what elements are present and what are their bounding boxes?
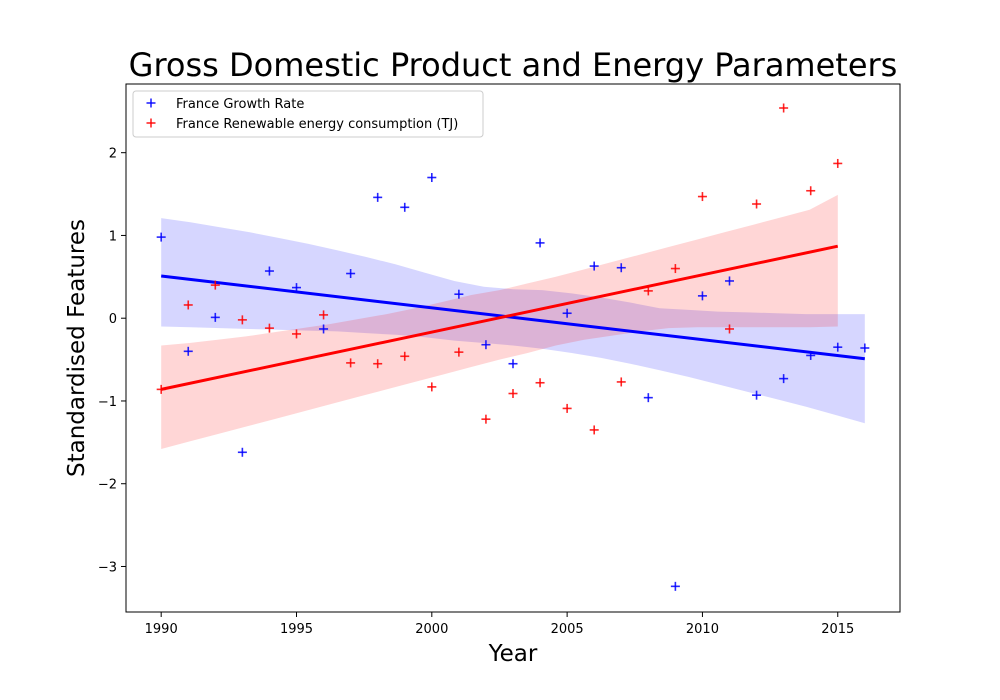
data-point-france-growth-rate (589, 261, 599, 271)
x-tick-label: 1995 (280, 622, 313, 637)
y-axis: −3 −2 −1 0 1 2 (98, 147, 126, 575)
data-point-france-growth-rate (860, 343, 870, 353)
data-point-france-growth-rate (373, 192, 383, 202)
y-tick-label: −3 (98, 560, 117, 575)
data-point-france-growth-rate (427, 173, 437, 183)
data-point-france-growth-rate (752, 390, 762, 400)
data-point-france-renewable-energy-consumption-tj (670, 264, 680, 274)
data-point-france-growth-rate (481, 340, 491, 350)
data-point-france-renewable-energy-consumption-tj (373, 359, 383, 369)
data-point-france-growth-rate (779, 374, 789, 384)
data-point-france-renewable-energy-consumption-tj (643, 286, 653, 296)
data-point-france-renewable-energy-consumption-tj (616, 377, 626, 387)
data-point-france-renewable-energy-consumption-tj (725, 324, 735, 334)
data-point-france-renewable-energy-consumption-tj (535, 378, 545, 388)
x-tick-label: 2000 (415, 622, 448, 637)
data-point-france-renewable-energy-consumption-tj (264, 323, 274, 333)
data-point-france-growth-rate (400, 202, 410, 212)
data-point-france-growth-rate (346, 269, 356, 279)
data-point-france-growth-rate (291, 283, 301, 293)
y-tick-label: −1 (98, 395, 117, 410)
legend-marker-france-renewable-energy-consumption-tj (146, 118, 156, 128)
data-point-france-growth-rate (210, 312, 220, 322)
data-point-france-renewable-energy-consumption-tj (319, 310, 329, 320)
data-point-france-growth-rate (562, 308, 572, 318)
data-point-france-growth-rate (535, 238, 545, 248)
data-point-france-growth-rate (670, 581, 680, 591)
x-tick-label: 2010 (686, 622, 719, 637)
data-point-france-growth-rate (806, 350, 816, 360)
legend-marker-france-growth-rate (146, 98, 156, 108)
data-point-france-growth-rate (319, 324, 329, 334)
data-point-france-renewable-energy-consumption-tj (210, 280, 220, 290)
legend-box (132, 90, 484, 138)
x-axis: 1990 1995 2000 2005 2010 2015 (145, 612, 854, 637)
data-point-france-renewable-energy-consumption-tj (508, 389, 518, 399)
x-tick-label: 1990 (145, 622, 178, 637)
data-point-france-growth-rate (697, 291, 707, 301)
data-point-france-renewable-energy-consumption-tj (779, 103, 789, 113)
data-point-france-renewable-energy-consumption-tj (481, 414, 491, 424)
data-point-france-growth-rate (508, 359, 518, 369)
y-tick-label: 1 (109, 229, 117, 244)
regression-line-france-renewable-energy-consumption-tj (160, 244, 839, 391)
data-point-france-renewable-energy-consumption-tj (291, 329, 301, 339)
data-point-france-renewable-energy-consumption-tj (346, 358, 356, 368)
data-point-france-renewable-energy-consumption-tj (752, 199, 762, 209)
x-tick-label: 2015 (821, 622, 854, 637)
data-point-france-renewable-energy-consumption-tj (400, 351, 410, 361)
data-point-france-growth-rate (156, 232, 166, 242)
y-tick-label: 2 (109, 147, 117, 162)
plot-frame (125, 83, 901, 613)
data-point-france-growth-rate (833, 342, 843, 352)
confidence-band-france-renewable-energy-consumption-tj (161, 194, 838, 449)
data-point-france-renewable-energy-consumption-tj (833, 158, 843, 168)
data-point-france-growth-rate (183, 346, 193, 356)
legend-label-france-growth-rate: France Growth Rate (176, 97, 304, 112)
legend: France Growth Rate France Renewable energ… (132, 90, 484, 138)
data-point-france-growth-rate (725, 276, 735, 286)
y-tick-label: 0 (109, 312, 117, 327)
x-tick-label: 2005 (551, 622, 584, 637)
data-point-france-growth-rate (454, 289, 464, 299)
data-point-france-renewable-energy-consumption-tj (156, 384, 166, 394)
data-point-france-growth-rate (237, 447, 247, 457)
confidence-band-france-growth-rate (161, 218, 865, 424)
data-point-france-growth-rate (264, 266, 274, 276)
y-tick-label: −2 (98, 478, 117, 493)
regression-line-france-growth-rate (161, 274, 865, 361)
y-axis-title: Standardised Features (64, 219, 90, 477)
data-point-france-renewable-energy-consumption-tj (427, 382, 437, 392)
legend-label-france-renewable-energy-consumption-tj: France Renewable energy consumption (TJ) (176, 117, 458, 132)
data-point-france-renewable-energy-consumption-tj (589, 425, 599, 435)
data-point-france-renewable-energy-consumption-tj (562, 403, 572, 413)
chart-title: Gross Domestic Product and Energy Parame… (129, 46, 898, 84)
data-point-france-renewable-energy-consumption-tj (806, 186, 816, 196)
data-point-france-renewable-energy-consumption-tj (237, 315, 247, 325)
data-point-france-renewable-energy-consumption-tj (183, 300, 193, 310)
data-point-france-growth-rate (643, 393, 653, 403)
plot-area (156, 103, 870, 591)
data-point-france-growth-rate (616, 263, 626, 273)
data-point-france-renewable-energy-consumption-tj (697, 192, 707, 202)
x-axis-title: Year (488, 641, 538, 667)
data-point-france-renewable-energy-consumption-tj (454, 347, 464, 357)
